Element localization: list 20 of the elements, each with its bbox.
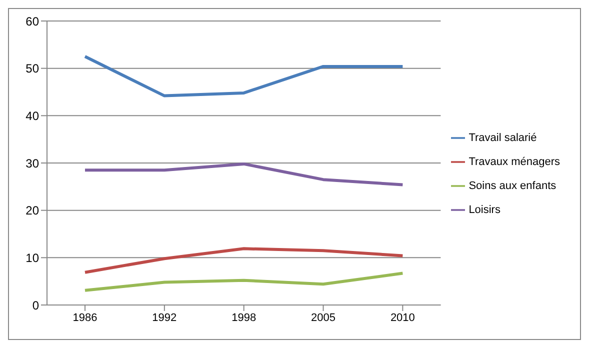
legend-label: Travaux ménagers	[468, 156, 560, 168]
x-tick-label: 1986	[72, 312, 98, 324]
legend-label: Soins aux enfants	[468, 180, 556, 192]
y-tick-label: 60	[26, 14, 40, 28]
y-tick-label: 30	[26, 156, 40, 170]
y-tick-label: 40	[26, 108, 40, 123]
line-series	[84, 247, 404, 274]
legend-label: Loisirs	[468, 204, 500, 216]
y-tick-label: 10	[26, 250, 40, 265]
legend-label: Travail salarié	[468, 132, 537, 144]
y-tick-label: 50	[26, 62, 40, 76]
line-series	[84, 162, 404, 186]
line-series	[84, 55, 404, 98]
x-tick-label: 1998	[232, 312, 256, 324]
line-series	[84, 272, 404, 292]
x-tick-label: 2010	[390, 312, 415, 324]
x-tick-label: 2005	[311, 312, 336, 324]
x-tick-label: 1992	[152, 312, 177, 324]
y-tick-label: 20	[26, 204, 40, 218]
y-tick-label: 0	[32, 298, 40, 312]
